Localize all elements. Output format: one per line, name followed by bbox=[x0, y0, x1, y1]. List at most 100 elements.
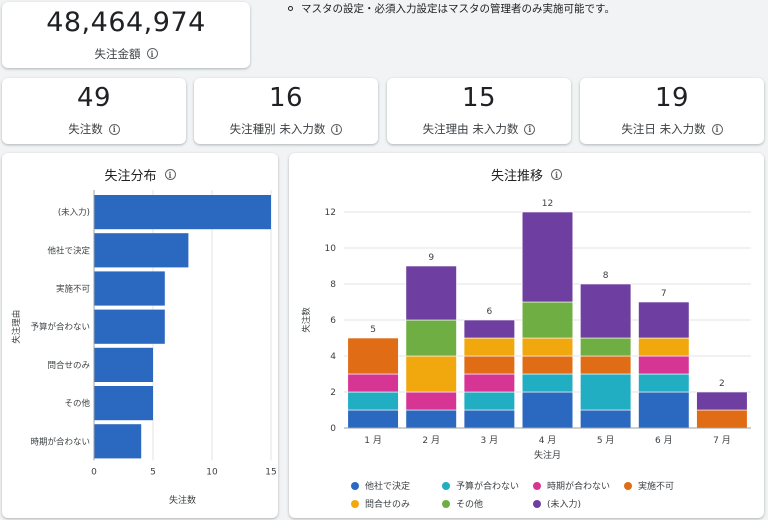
bar-segment bbox=[580, 355, 632, 375]
kpi-card-date-missing: 19 失注日 未入力数 i bbox=[580, 78, 764, 144]
total-label: 8 bbox=[603, 271, 609, 281]
info-icon[interactable]: i bbox=[146, 48, 158, 59]
legend-item[interactable]: その他 bbox=[442, 497, 533, 510]
bar-segment bbox=[638, 337, 690, 357]
info-icon[interactable]: i bbox=[331, 123, 343, 135]
y-tick-label: 10 bbox=[325, 244, 337, 254]
legend-item[interactable]: 他社で決定 bbox=[351, 479, 442, 492]
legend-swatch bbox=[442, 499, 450, 508]
bar bbox=[94, 309, 165, 344]
info-icon[interactable]: i bbox=[711, 123, 723, 135]
bar-segment bbox=[638, 391, 690, 429]
kpi-type-missing-label-row: 失注種別 未入力数 i bbox=[230, 121, 343, 137]
x-tick-label: 2 月 bbox=[422, 435, 440, 446]
x-tick-label: 10 bbox=[206, 467, 218, 477]
legend-swatch bbox=[533, 499, 541, 508]
bar-segment bbox=[347, 373, 399, 393]
category-label: 実施不可 bbox=[56, 284, 91, 295]
bar-segment bbox=[405, 409, 457, 429]
legend-swatch bbox=[624, 481, 632, 490]
legend-item[interactable]: (未入力) bbox=[533, 497, 624, 510]
info-icon[interactable]: i bbox=[551, 169, 562, 180]
legend-swatch bbox=[533, 481, 541, 490]
info-icon[interactable]: i bbox=[164, 169, 176, 180]
legend-item[interactable]: 予算が合わない bbox=[442, 479, 533, 492]
bar-segment bbox=[463, 355, 515, 375]
kpi-count-value: 49 bbox=[76, 83, 112, 113]
kpi-amount-label: 失注金額 bbox=[94, 46, 141, 61]
kpi-card-amount: 48,464,974 失注金額 i bbox=[2, 2, 250, 68]
bar-segment bbox=[521, 355, 574, 375]
admin-note-text: マスタの設定・必須入力設定はマスタの管理者のみ実施可能です。 bbox=[301, 3, 615, 15]
x-tick-label: 6 月 bbox=[655, 435, 673, 446]
category-label: その他 bbox=[64, 398, 90, 409]
bar-segment bbox=[463, 319, 515, 339]
y-tick-label: 8 bbox=[330, 280, 336, 290]
bar bbox=[94, 233, 189, 268]
category-label: 問合せのみ bbox=[47, 360, 90, 371]
total-label: 6 bbox=[486, 307, 492, 317]
legend-item[interactable]: 問合せのみ bbox=[351, 497, 442, 510]
bar-segment bbox=[405, 355, 457, 393]
bar-segment bbox=[521, 301, 574, 339]
info-icon[interactable]: i bbox=[524, 123, 536, 135]
legend-label: (未入力) bbox=[547, 500, 582, 510]
y-axis-title: 失注理由 bbox=[11, 310, 22, 344]
bar bbox=[94, 195, 271, 230]
bar-segment bbox=[580, 373, 632, 411]
bar-segment bbox=[580, 409, 632, 429]
legend-item[interactable]: 実施不可 bbox=[624, 479, 715, 492]
y-tick-label: 0 bbox=[330, 424, 336, 434]
kpi-amount-label-row: 失注金額 i bbox=[95, 46, 158, 62]
x-tick-label: 1 月 bbox=[364, 435, 382, 446]
legend-label: 実施不可 bbox=[638, 482, 675, 492]
total-label: 5 bbox=[370, 325, 376, 335]
bar-segment bbox=[521, 373, 574, 393]
bar-segment bbox=[521, 337, 574, 357]
trend-chart-card: 失注推移 i 0 2 4 6 8 10 12 5 1 月 9 2 月 6 3 月 12 4 月 8 5 月 7 6 … bbox=[289, 153, 764, 518]
kpi-count-label: 失注数 bbox=[68, 122, 103, 136]
x-tick-label: 5 bbox=[150, 467, 156, 477]
y-tick-label: 4 bbox=[330, 352, 336, 362]
bar-segment bbox=[696, 409, 748, 429]
kpi-amount-value: 48,464,974 bbox=[46, 6, 206, 38]
bar-segment bbox=[463, 409, 515, 429]
kpi-date-missing-label: 失注日 未入力数 bbox=[621, 122, 706, 136]
bullet-icon bbox=[288, 6, 293, 11]
kpi-type-missing-label: 失注種別 未入力数 bbox=[229, 122, 326, 136]
kpi-card-count: 49 失注数 i bbox=[2, 78, 186, 144]
x-tick-label: 7 月 bbox=[713, 435, 731, 446]
trend-chart-title: 失注推移 bbox=[490, 169, 543, 184]
total-label: 7 bbox=[661, 289, 667, 299]
kpi-reason-missing-value: 15 bbox=[461, 83, 497, 113]
kpi-date-missing-label-row: 失注日 未入力数 i bbox=[621, 121, 723, 137]
bar-segment bbox=[405, 391, 457, 411]
x-axis-title: 失注月 bbox=[534, 449, 561, 461]
kpi-date-missing-value: 19 bbox=[654, 83, 690, 113]
bar-segment bbox=[463, 373, 515, 393]
bar-segment bbox=[638, 355, 690, 375]
bar-segment bbox=[638, 373, 690, 393]
bar-segment bbox=[580, 337, 632, 357]
bar-segment bbox=[347, 391, 399, 411]
distribution-chart-title-row: 失注分布 i bbox=[2, 165, 278, 184]
legend-item[interactable]: 時期が合わない bbox=[533, 479, 624, 492]
bar-segment bbox=[405, 265, 457, 321]
admin-note: マスタの設定・必須入力設定はマスタの管理者のみ実施可能です。 bbox=[288, 1, 615, 16]
distribution-chart-card: 失注分布 i 0 5 10 15 (未入力) 他社で決定 実施不可 予算が合わない 問合せのみそ… bbox=[2, 153, 278, 518]
total-label: 2 bbox=[719, 379, 725, 389]
legend-label: 予算が合わない bbox=[456, 482, 520, 492]
x-axis-title: 失注数 bbox=[169, 494, 196, 506]
bar-segment bbox=[638, 301, 690, 339]
y-axis-title: 失注数 bbox=[301, 307, 312, 333]
category-label: 時期が合わない bbox=[30, 436, 90, 447]
legend-label: 他社で決定 bbox=[365, 482, 411, 492]
bar bbox=[94, 271, 165, 306]
kpi-card-reason-missing: 15 失注理由 未入力数 i bbox=[387, 78, 571, 144]
legend-label: 問合せのみ bbox=[365, 500, 411, 510]
legend-label: 時期が合わない bbox=[547, 482, 611, 492]
trend-chart-legend: 他社で決定 予算が合わない 時期が合わない 実施不可問合せのみ その他 (未入力) bbox=[351, 479, 715, 510]
bar-segment bbox=[463, 391, 515, 411]
info-icon[interactable]: i bbox=[108, 123, 120, 135]
